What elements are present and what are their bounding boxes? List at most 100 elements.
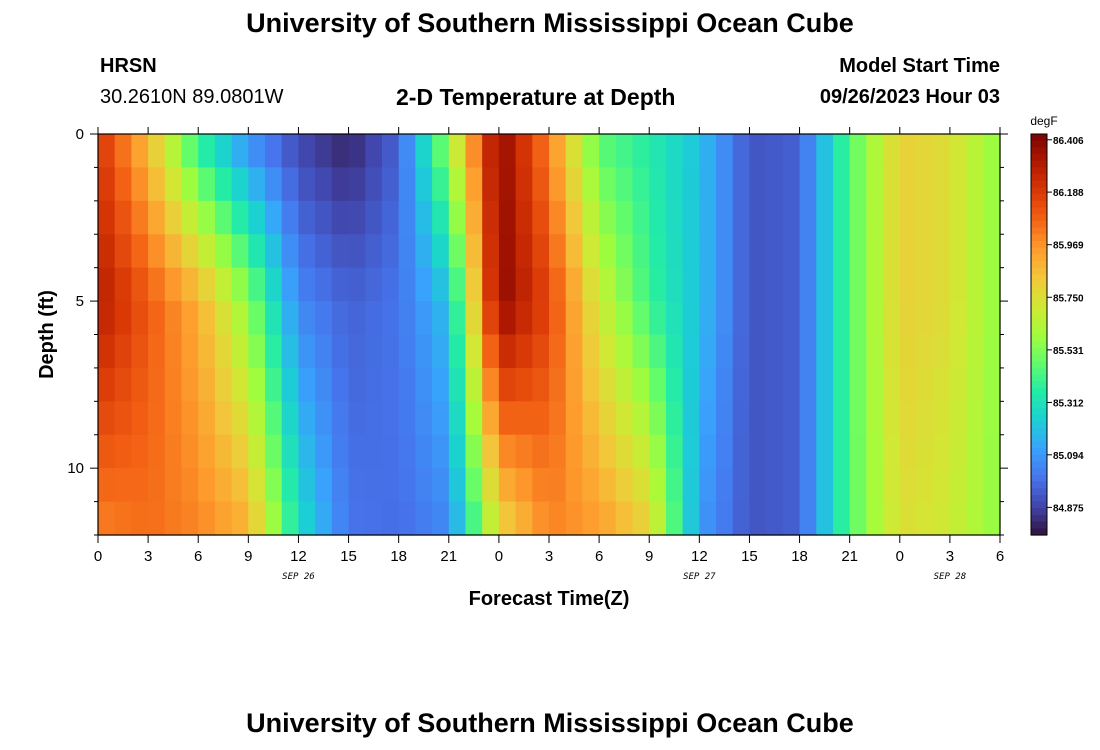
heatmap-cell [549,234,567,269]
heatmap-cell [465,167,483,202]
heatmap-cell [599,167,617,202]
heatmap-cell [98,167,116,202]
heatmap-cell [799,367,817,402]
heatmap-cell [315,301,333,336]
heatmap-cell [281,434,300,469]
heatmap-cell [832,200,851,235]
heatmap-cell [532,434,550,469]
heatmap-cell [164,200,183,235]
heatmap-cell [164,501,183,536]
heatmap-cell [933,501,951,536]
heatmap-cell [732,501,751,536]
heatmap-cell [883,501,901,536]
heatmap-cell [649,334,667,369]
heatmap-cell [565,200,583,235]
heatmap-cell [365,468,383,503]
heatmap-cell [315,134,333,169]
heatmap-cell [732,468,751,503]
heatmap-cell [665,267,684,302]
heatmap-cell [983,134,1001,169]
heatmap-cell [498,401,517,436]
heatmap-cell [782,501,801,536]
heatmap-cell [632,167,650,202]
heatmap-cell [832,367,851,402]
heatmap-cell [214,301,233,336]
heatmap-cell [549,200,567,235]
colorbar: 86.406 86.188 85.969 85.750 85.531 85.312 85.0… [1030,133,1084,536]
heatmap-cell [849,434,867,469]
heatmap-cell [883,234,901,269]
heatmap-cell [983,468,1001,503]
heatmap-cell [98,301,116,336]
heatmap-cell [265,200,283,235]
heatmap-cell [231,468,249,503]
date-label: SEP 27 [683,572,716,582]
y-tick-label: 0 [76,126,84,143]
heatmap-cell [615,434,634,469]
heatmap-cell [665,301,684,336]
heatmap-cell [916,234,934,269]
heatmap-cell [398,301,416,336]
heatmap-cell [381,367,400,402]
heatmap-cell [482,501,500,536]
heatmap-cell [265,334,283,369]
heatmap-cell [582,167,600,202]
x-tick-label: 6 [194,548,202,565]
heatmap-cell [966,501,984,536]
x-tick-label: 9 [244,548,252,565]
colorbar-segment [1031,334,1047,342]
heatmap-cell [949,301,968,336]
heatmap-cell [949,434,968,469]
colorbar-segment [1031,194,1047,202]
heatmap-cell [933,267,951,302]
heatmap-cell [883,167,901,202]
heatmap-cell [164,468,183,503]
heatmap-cell [281,234,300,269]
heatmap-cell [682,301,700,336]
x-tick-label: 3 [946,548,954,565]
heatmap-cell [465,301,483,336]
heatmap-cell [699,200,717,235]
heatmap-cell [782,334,801,369]
heatmap-cell [448,200,467,235]
heatmap-cell [381,134,400,169]
colorbar-tick-label: 86.188 [1053,188,1084,199]
heatmap-cell [148,267,166,302]
heatmap-cell [482,401,500,436]
heatmap-cell [799,234,817,269]
heatmap-cell [281,367,300,402]
heatmap-cell [782,434,801,469]
heatmap-cell [883,334,901,369]
heatmap-cell [265,401,283,436]
heatmap-cell [565,401,583,436]
x-tick-label: 3 [545,548,553,565]
heatmap-cell [849,401,867,436]
heatmap-cell [482,334,500,369]
heatmap-cell [498,501,517,536]
heatmap-cell [732,401,751,436]
heatmap-cell [465,468,483,503]
heatmap-cell [665,134,684,169]
heatmap-cell [248,434,266,469]
heatmap-cell [248,334,266,369]
heatmap-cell [933,134,951,169]
heatmap-cell [398,434,416,469]
colorbar-segment [1031,441,1047,449]
heatmap-cell [231,234,249,269]
x-tick-label: 15 [340,548,357,565]
heatmap-cell [148,468,166,503]
heatmap-cell [749,367,767,402]
heatmap-cell [214,234,233,269]
heatmap-cell [231,267,249,302]
heatmap-cell [298,367,316,402]
heatmap-cell [916,434,934,469]
heatmap-cell [966,267,984,302]
colorbar-segment [1031,154,1047,162]
heatmap-cell [665,434,684,469]
heatmap-cell [649,200,667,235]
colorbar-tick-label: 85.312 [1053,398,1084,409]
heatmap-cell [949,234,968,269]
heatmap-cell [265,267,283,302]
heatmap-cell [498,234,517,269]
colorbar-segment [1031,321,1047,329]
